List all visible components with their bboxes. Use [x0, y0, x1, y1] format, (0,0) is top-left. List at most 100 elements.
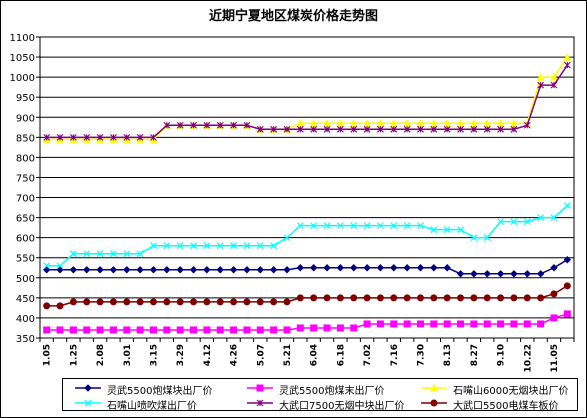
series-2-point: [510, 320, 518, 328]
series-5-point: [69, 133, 77, 141]
series-6-point: [470, 294, 478, 302]
series-4-point: [537, 214, 545, 222]
series-5-point: [497, 125, 504, 133]
series-5-point: [403, 125, 411, 133]
series-2-point: [56, 326, 64, 334]
series-1-line: [46, 259, 568, 275]
series-2-point: [216, 326, 224, 334]
series-4-point: [310, 222, 318, 230]
series-6-point: [123, 298, 131, 306]
series-3-point: [389, 119, 398, 127]
series-6-point: [109, 298, 117, 306]
legend-marker: [84, 399, 92, 407]
series-6-point: [56, 302, 64, 310]
x-tick-label: 3.01: [123, 344, 133, 366]
series-6-point: [216, 298, 224, 306]
series-6-point: [483, 294, 491, 302]
series-6-point: [523, 294, 531, 302]
y-tick-label: 450: [16, 294, 35, 305]
series-1-point: [189, 266, 198, 274]
series-5-point: [270, 125, 278, 133]
series-5-point: [523, 121, 531, 129]
series-2-point: [176, 326, 184, 334]
x-tick-label: 8.27: [470, 344, 480, 366]
series-4-point: [230, 242, 237, 250]
x-tick-label: 3.29: [176, 344, 186, 366]
series-2-point: [550, 314, 558, 322]
series-1-point: [309, 264, 318, 272]
series-1-point: [363, 264, 371, 272]
series-4-point: [483, 234, 491, 242]
legend-label: 大武口5500电煤车板价: [453, 401, 559, 412]
series-5-point: [96, 133, 104, 141]
series-2-point: [83, 326, 91, 334]
series-1-point: [149, 266, 158, 274]
legend-marker: [430, 383, 438, 392]
series-4-point: [443, 226, 451, 234]
series-5-point: [163, 121, 171, 129]
series-6-point: [203, 298, 211, 306]
series-4-point: [457, 226, 464, 234]
series-1-point: [443, 264, 451, 272]
series-6-point: [176, 298, 184, 306]
series-5-point: [510, 125, 518, 133]
series-6-point: [149, 298, 157, 306]
series-1-point: [296, 264, 305, 272]
series-2-point: [323, 324, 331, 332]
series-2-point: [270, 326, 278, 334]
series-6-point: [403, 294, 411, 302]
series-3-point: [349, 119, 358, 127]
series-5-point: [323, 125, 331, 133]
x-tick-label: 7.02: [363, 344, 373, 366]
series-1-point: [470, 270, 478, 278]
series-6-point: [430, 294, 438, 302]
series-6-point: [190, 298, 198, 306]
series-6-point: [376, 294, 384, 302]
series-2-point: [96, 326, 104, 334]
series-6-point: [550, 290, 558, 298]
series-6-point: [363, 294, 371, 302]
series-5-point: [457, 125, 464, 133]
series-2-point: [203, 326, 211, 334]
series-5-point: [483, 125, 491, 133]
series-3-point: [496, 119, 505, 127]
legend-marker: [430, 399, 438, 407]
series-3-point: [563, 52, 572, 61]
y-tick-label: 400: [16, 314, 35, 325]
y-tick-label: 600: [16, 234, 35, 245]
legend: 灵武5500炮煤块出厂价 灵武5500炮煤末出厂价 石嘴山6000无烟块出厂价 石嘴山…: [62, 378, 578, 412]
y-tick-label: 1050: [10, 53, 35, 64]
series-4-point: [150, 242, 157, 250]
series-3-line: [46, 56, 568, 141]
series-1-point: [376, 264, 385, 272]
series-6-point: [510, 294, 518, 302]
series-6-point: [283, 298, 291, 306]
series-1-point: [256, 266, 264, 274]
series-6-point: [323, 294, 331, 302]
plot-area: [39, 36, 575, 339]
series-3-point: [456, 119, 465, 127]
y-tick-label: 800: [16, 153, 35, 164]
series-1-point: [136, 266, 144, 274]
series-1-point: [123, 266, 131, 274]
series-2-point: [230, 326, 238, 334]
series-1-point: [483, 270, 491, 278]
legend-symbol: [75, 399, 101, 407]
series-4-point: [243, 242, 251, 250]
series-1-point: [403, 264, 411, 272]
x-tick-label: 5.07: [256, 344, 266, 366]
series-2-point: [123, 326, 131, 334]
series-1-point: [269, 266, 278, 274]
series-4-point: [510, 218, 518, 226]
series-5-point: [56, 133, 64, 141]
series-1-point: [56, 266, 64, 274]
series-4-point: [203, 242, 211, 250]
series-2-point: [136, 326, 144, 334]
series-4-point: [176, 242, 184, 250]
x-tick-label: 4.12: [203, 344, 213, 366]
series-1-point: [430, 264, 438, 272]
series-1-point: [536, 270, 545, 278]
series-2-point: [403, 320, 411, 328]
series-5-point: [136, 133, 144, 141]
